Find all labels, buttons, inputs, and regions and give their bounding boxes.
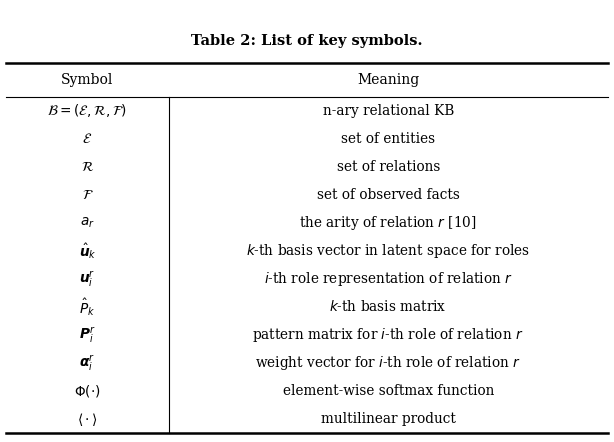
Text: $\boldsymbol{P}_i^r$: $\boldsymbol{P}_i^r$ <box>79 325 96 345</box>
Text: $i$-th role representation of relation $r$: $i$-th role representation of relation $… <box>264 270 513 288</box>
Text: $\boldsymbol{u}_i^r$: $\boldsymbol{u}_i^r$ <box>79 269 96 289</box>
Text: weight vector for $i$-th role of relation $r$: weight vector for $i$-th role of relatio… <box>255 354 521 372</box>
Text: pattern matrix for $i$-th role of relation $r$: pattern matrix for $i$-th role of relati… <box>252 326 524 344</box>
Text: $\boldsymbol{\alpha}_i^r$: $\boldsymbol{\alpha}_i^r$ <box>79 353 95 373</box>
Text: multilinear product: multilinear product <box>321 412 456 426</box>
Text: $k$-th basis vector in latent space for roles: $k$-th basis vector in latent space for … <box>246 242 530 260</box>
Text: $\mathcal{B} = (\mathcal{E}, \mathcal{R}, \mathcal{F})$: $\mathcal{B} = (\mathcal{E}, \mathcal{R}… <box>47 102 128 119</box>
Text: the arity of relation $r$ [10]: the arity of relation $r$ [10] <box>300 214 477 232</box>
Text: n-ary relational KB: n-ary relational KB <box>322 103 454 118</box>
Text: set of observed facts: set of observed facts <box>317 188 460 202</box>
Text: Meaning: Meaning <box>357 73 419 87</box>
Text: $\mathcal{F}$: $\mathcal{F}$ <box>82 188 93 202</box>
Text: set of entities: set of entities <box>341 132 435 146</box>
Text: $k$-th basis matrix: $k$-th basis matrix <box>330 300 447 314</box>
Text: Symbol: Symbol <box>61 73 114 87</box>
Text: $\langle\cdot\rangle$: $\langle\cdot\rangle$ <box>77 411 98 428</box>
Text: $\hat{\boldsymbol{u}}_k$: $\hat{\boldsymbol{u}}_k$ <box>79 241 96 261</box>
Text: element-wise softmax function: element-wise softmax function <box>282 384 494 398</box>
Text: $\hat{P}_k$: $\hat{P}_k$ <box>79 296 95 318</box>
Text: $\Phi(\cdot)$: $\Phi(\cdot)$ <box>74 383 101 399</box>
Text: $a_r$: $a_r$ <box>80 216 95 230</box>
Text: $\mathcal{R}$: $\mathcal{R}$ <box>81 160 94 174</box>
Text: $\mathcal{E}$: $\mathcal{E}$ <box>82 132 93 146</box>
Text: set of relations: set of relations <box>336 160 440 174</box>
Text: Table 2: List of key symbols.: Table 2: List of key symbols. <box>191 34 423 48</box>
